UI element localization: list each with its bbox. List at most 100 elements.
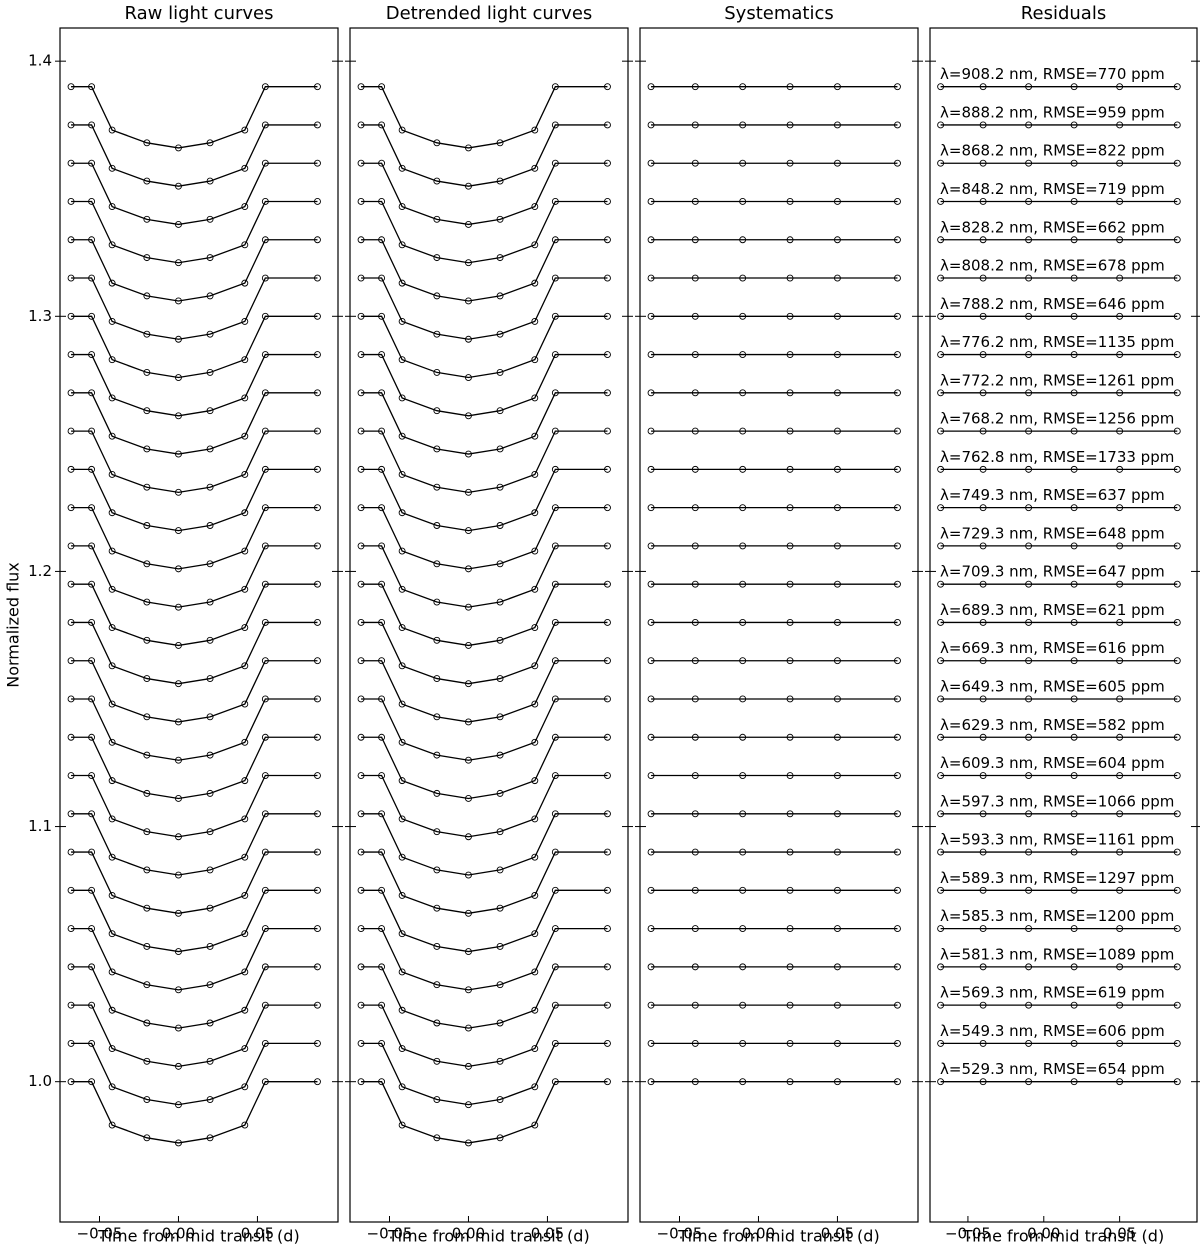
data-point [378, 925, 386, 933]
curve-label: λ=749.3 nm, RMSE=637 ppm [940, 486, 1165, 504]
data-point [398, 547, 406, 555]
data-point [241, 394, 249, 402]
data-point [894, 1078, 901, 1086]
data-point [465, 756, 472, 764]
data-point [647, 657, 655, 665]
data-point [691, 963, 699, 971]
data-point [979, 351, 987, 359]
data-point [937, 925, 945, 933]
data-point [1070, 886, 1078, 894]
model-line [361, 545, 608, 608]
data-point [1173, 236, 1181, 244]
curve-label: λ=669.3 nm, RMSE=616 ppm [940, 639, 1165, 657]
data-point [88, 618, 96, 626]
data-point [691, 504, 699, 512]
data-point [398, 853, 406, 861]
data-point [833, 465, 841, 473]
data-point [691, 618, 699, 626]
data-point [1116, 1001, 1124, 1009]
model-line [361, 813, 608, 876]
curve-label: λ=581.3 nm, RMSE=1089 ppm [940, 945, 1174, 963]
model-line [71, 506, 318, 570]
x-axis-label: Time from mid transit (d) [387, 1227, 589, 1246]
data-point [357, 427, 365, 435]
data-point [88, 772, 96, 779]
data-point [67, 312, 75, 320]
data-point [1173, 542, 1181, 550]
data-point [465, 259, 472, 267]
data-point [786, 465, 794, 473]
data-point [261, 1078, 269, 1086]
data-point [894, 772, 901, 779]
data-point [531, 1045, 539, 1052]
data-point [143, 943, 151, 950]
data-point [496, 1096, 504, 1103]
data-point [261, 772, 269, 779]
data-point [67, 83, 75, 91]
data-point [398, 585, 406, 593]
data-point [108, 547, 116, 555]
data-point [531, 1121, 539, 1129]
data-point [1116, 389, 1124, 397]
x-axis-label: Time from mid transit (d) [677, 1227, 879, 1246]
model-line [71, 468, 318, 532]
data-point [739, 733, 747, 741]
data-point [88, 83, 96, 91]
data-point [786, 351, 794, 359]
data-point [1116, 504, 1124, 512]
data-point [979, 810, 987, 818]
data-point [1116, 1078, 1124, 1086]
data-point [378, 657, 386, 665]
data-point [1025, 504, 1033, 512]
data-point [1070, 1078, 1078, 1086]
data-point [206, 1019, 214, 1027]
model-line [71, 698, 318, 761]
data-point [551, 1078, 559, 1086]
data-point [604, 427, 611, 435]
data-point [647, 848, 655, 856]
data-point [143, 254, 151, 262]
data-point [937, 772, 945, 779]
data-point [833, 312, 841, 320]
data-point [551, 351, 559, 359]
data-point [833, 848, 841, 856]
data-point [786, 1039, 794, 1047]
data-point [551, 810, 559, 818]
data-point [314, 580, 321, 588]
data-point [261, 618, 269, 626]
data-point [357, 121, 365, 129]
data-point [206, 675, 214, 683]
data-point [739, 1001, 747, 1009]
data-point [531, 1083, 539, 1091]
data-point [433, 598, 441, 606]
data-point [206, 828, 214, 836]
data-point [398, 930, 406, 938]
data-point [894, 886, 901, 894]
data-point [433, 904, 441, 912]
data-point [531, 777, 539, 785]
data-point [1025, 274, 1033, 282]
data-point [937, 963, 945, 971]
data-point [1116, 580, 1124, 588]
data-point [833, 618, 841, 626]
data-point [206, 522, 214, 529]
curve-label: λ=772.2 nm, RMSE=1261 ppm [940, 371, 1174, 389]
data-point [378, 1078, 386, 1086]
data-point [551, 274, 559, 282]
data-point [551, 504, 559, 512]
data-point [261, 733, 269, 741]
data-point [314, 925, 321, 933]
data-point [261, 925, 269, 933]
data-point [261, 83, 269, 91]
data-point [465, 144, 472, 152]
data-point [647, 159, 655, 167]
data-point [786, 925, 794, 933]
data-point [647, 1039, 655, 1047]
data-point [937, 389, 945, 397]
data-point [398, 394, 406, 402]
data-point [1025, 465, 1033, 473]
data-point [1070, 312, 1078, 320]
data-point [241, 547, 249, 555]
model-line [71, 583, 318, 647]
model-line [71, 774, 318, 838]
